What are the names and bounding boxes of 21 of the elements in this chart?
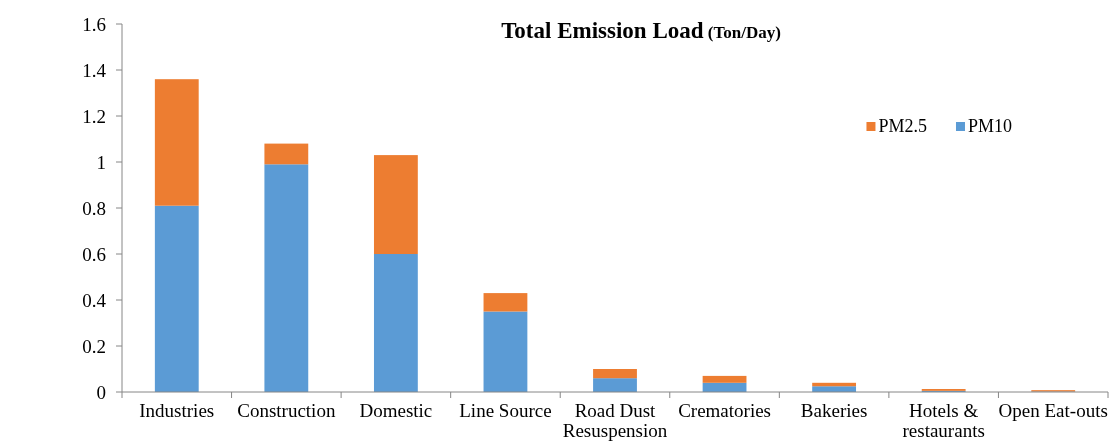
x-tick-label: Hotels & restaurants bbox=[902, 400, 985, 441]
y-tick-label: 0 bbox=[96, 381, 106, 403]
y-tick-label: 0.2 bbox=[82, 335, 106, 357]
x-tick-label: Open Eat-outs bbox=[998, 400, 1108, 421]
y-tick-label: 0.6 bbox=[82, 243, 106, 265]
y-tick-label: 1.6 bbox=[82, 13, 106, 35]
x-tick-label: Road Dust Resuspension bbox=[562, 400, 668, 441]
legend-label: PM2.5 bbox=[878, 116, 927, 136]
y-tick-label: 1 bbox=[96, 151, 106, 173]
x-tick-label: Crematories bbox=[678, 400, 771, 421]
x-tick-label: Domestic bbox=[359, 400, 433, 421]
x-tick-label: Construction bbox=[237, 400, 336, 421]
x-tick-label: Bakeries bbox=[800, 400, 868, 421]
y-tick-label: 1.4 bbox=[82, 59, 107, 81]
x-tick-label: Line Source bbox=[459, 400, 552, 421]
y-tick-label: 1.2 bbox=[82, 105, 106, 127]
legend-label: PM10 bbox=[967, 116, 1012, 136]
y-tick-label: 0.8 bbox=[82, 197, 106, 219]
x-tick-label: Industries bbox=[139, 400, 215, 421]
chart-title: Total Emission Load (Ton/Day) bbox=[501, 18, 781, 43]
y-tick-label: 0.4 bbox=[82, 289, 107, 311]
